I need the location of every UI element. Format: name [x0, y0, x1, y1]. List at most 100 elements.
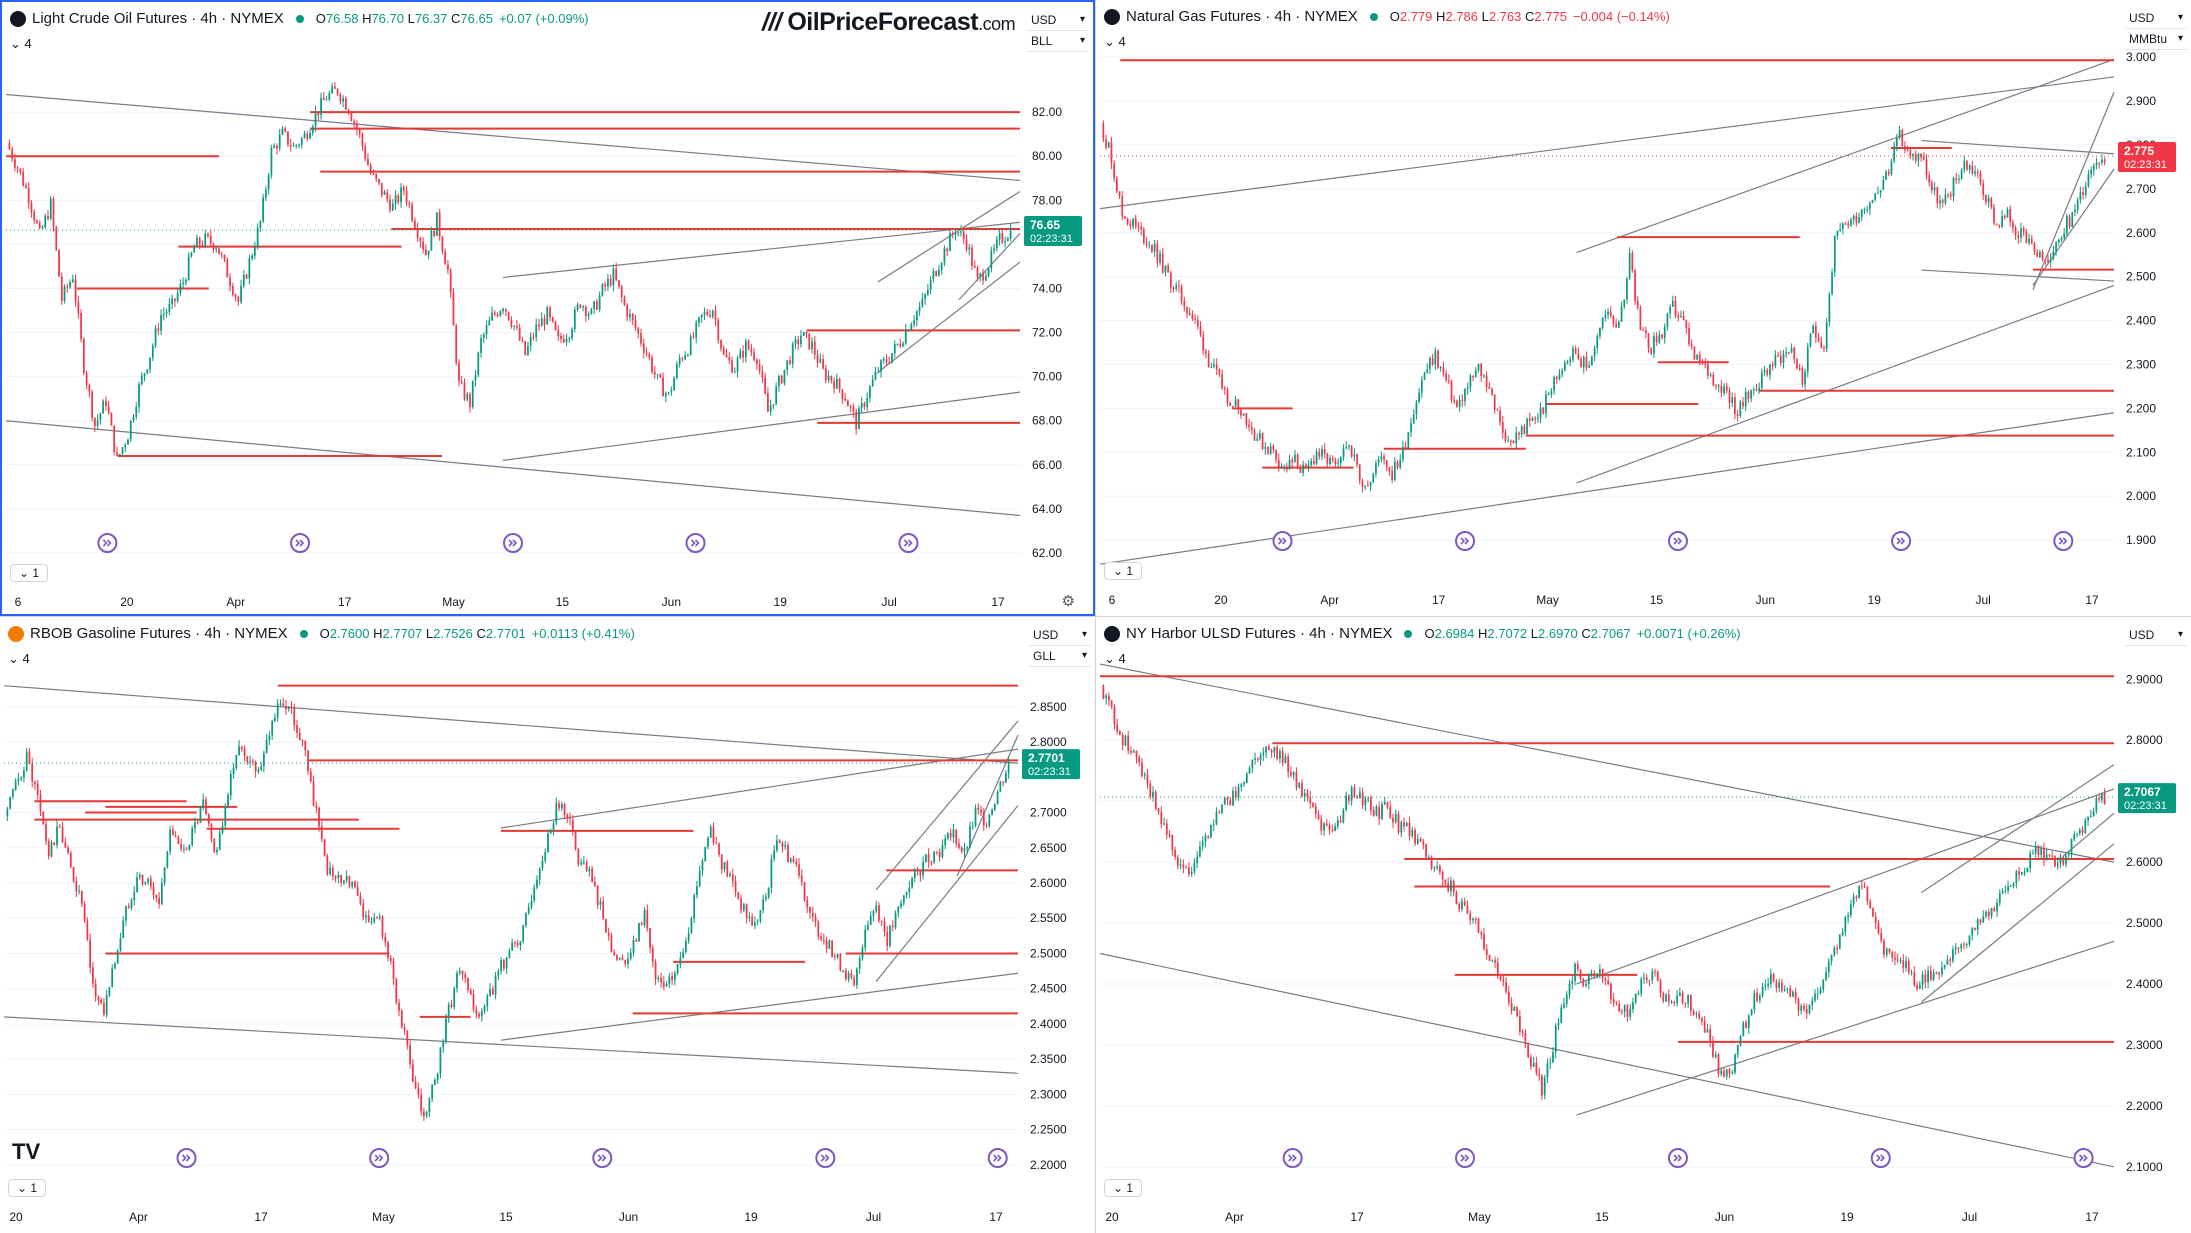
volume-pane-toggle[interactable]: ⌄ 1	[10, 564, 49, 582]
trendline[interactable]	[500, 972, 1019, 1041]
candle-body	[880, 360, 882, 372]
symbol-title[interactable]: Natural Gas Futures · 4h · NYMEX	[1126, 8, 1358, 25]
gear-icon[interactable]: ⚙	[1061, 593, 1075, 610]
event-marker-icon[interactable]	[987, 1148, 1008, 1168]
volume-pane-toggle[interactable]: ⌄ 1	[8, 1179, 47, 1197]
candle-body	[1183, 301, 1186, 307]
trendline[interactable]	[1576, 284, 2115, 484]
trendline[interactable]	[500, 748, 1019, 829]
candle-body	[1336, 820, 1339, 827]
trendline[interactable]	[1921, 269, 2115, 282]
symbol-legend[interactable]: RBOB Gasoline Futures · 4h · NYMEX O2.760…	[8, 625, 635, 642]
symbol-legend[interactable]: Natural Gas Futures · 4h · NYMEX O2.779 H…	[1104, 8, 1670, 25]
event-marker-icon[interactable]	[1282, 1148, 1303, 1168]
candle-body	[1009, 228, 1012, 239]
event-marker-icon[interactable]	[503, 533, 523, 553]
event-marker-icon[interactable]	[1455, 531, 1476, 551]
volume-pane-toggle[interactable]: ⌄ 1	[1104, 1179, 1143, 1197]
unit-select[interactable]: BLL ▾	[1027, 31, 1089, 52]
candle-body	[58, 826, 61, 828]
event-marker-icon[interactable]	[815, 1148, 836, 1168]
chart-pane-ho[interactable]: 2.1000 2.2000 2.3000 2.4000 2.5000 2.6000 2.80…	[1096, 617, 2191, 1233]
unit-select[interactable]: MMBtu ▾	[2125, 29, 2187, 50]
currency-unit-selector[interactable]: USD ▾ GLL ▾	[1029, 625, 1091, 667]
candle-body	[748, 916, 751, 918]
event-marker-icon[interactable]	[2053, 531, 2074, 551]
candle-body	[1447, 380, 1450, 382]
candle-body	[1985, 195, 1987, 203]
currency-select[interactable]: USD ▾	[2125, 8, 2187, 29]
trendline[interactable]	[877, 261, 1021, 373]
chart-pane-rb[interactable]: 2.2000 2.2500 2.3000 2.3500 2.4000 2.4500 2.50…	[0, 617, 1095, 1233]
trendline[interactable]	[875, 805, 1019, 983]
currency-unit-selector[interactable]: USD ▾ MMBtu ▾	[2125, 8, 2187, 50]
event-marker-icon[interactable]	[97, 533, 118, 553]
event-marker-icon[interactable]	[2073, 1148, 2094, 1168]
trendline[interactable]	[958, 232, 1021, 300]
currency-unit-selector[interactable]: USD ▾	[2125, 625, 2187, 646]
tradingview-logo-icon[interactable]: TV	[12, 1139, 41, 1164]
candle-body	[238, 746, 240, 755]
candle-body	[351, 881, 354, 887]
unit-select[interactable]: GLL ▾	[1029, 646, 1091, 667]
trendline[interactable]	[1099, 76, 2115, 210]
event-marker-icon[interactable]	[1870, 1148, 1891, 1168]
trendline[interactable]	[1576, 788, 2115, 985]
event-marker-icon[interactable]	[1667, 531, 1688, 551]
trendline[interactable]	[1921, 139, 2115, 155]
symbol-title[interactable]: RBOB Gasoline Futures · 4h · NYMEX	[30, 625, 288, 642]
symbol-legend[interactable]: NY Harbor ULSD Futures · 4h · NYMEX O2.69…	[1104, 625, 1741, 642]
candle-body	[430, 230, 433, 251]
trendline[interactable]	[502, 391, 1021, 461]
event-marker-icon[interactable]	[898, 533, 919, 553]
trendline[interactable]	[1099, 952, 2115, 1168]
symbol-title[interactable]: NY Harbor ULSD Futures · 4h · NYMEX	[1126, 625, 1393, 642]
event-marker-icon[interactable]	[290, 533, 311, 553]
event-marker-icon[interactable]	[176, 1148, 197, 1168]
trendline[interactable]	[1921, 764, 2115, 894]
trendline[interactable]	[5, 420, 1021, 517]
chart-canvas[interactable]: 1.9002.0002.1002.2002.3002.4002.5002.600…	[1096, 0, 2191, 616]
trendline[interactable]	[1099, 412, 2115, 565]
currency-select[interactable]: USD ▾	[1029, 625, 1091, 646]
currency-select[interactable]: USD ▾	[1027, 10, 1089, 31]
volume-pane-toggle[interactable]: ⌄ 1	[1104, 562, 1143, 580]
currency-select[interactable]: USD ▾	[2125, 625, 2187, 646]
event-marker-icon[interactable]	[369, 1148, 390, 1168]
symbol-legend[interactable]: Light Crude Oil Futures · 4h · NYMEX O76.…	[10, 10, 589, 27]
trendline[interactable]	[1576, 940, 2115, 1116]
pane-separator-horizontal[interactable]	[0, 616, 2191, 617]
trendline[interactable]	[956, 734, 1019, 877]
event-marker-icon[interactable]	[685, 533, 706, 553]
chart-canvas[interactable]: 62.0064.0066.0068.0070.0072.0074.0078.00…	[2, 2, 1095, 616]
trendline[interactable]	[2032, 168, 2115, 286]
event-marker-icon[interactable]	[1455, 1148, 1476, 1168]
trendline[interactable]	[3, 685, 1019, 764]
trendline[interactable]	[1920, 843, 2115, 1003]
trendline[interactable]	[1099, 663, 2115, 863]
symbol-title[interactable]: Light Crude Oil Futures · 4h · NYMEX	[32, 10, 284, 27]
candle-body	[820, 936, 822, 940]
collapse-indicators-button[interactable]: ⌄ 4	[10, 36, 32, 52]
candle-body	[946, 248, 949, 252]
event-marker-icon[interactable]	[1272, 531, 1293, 551]
trendline[interactable]	[875, 720, 1019, 891]
event-marker-icon[interactable]	[1891, 531, 1912, 551]
collapse-indicators-button[interactable]: ⌄ 4	[8, 651, 30, 667]
chart-pane-ng[interactable]: 1.900 2.000 2.100 2.200 2.300 2.400 2.500 2.600…	[1096, 0, 2191, 616]
event-marker-icon[interactable]	[592, 1148, 613, 1168]
collapse-indicators-button[interactable]: ⌄ 4	[1104, 34, 1126, 50]
chart-pane-cl[interactable]: 62.00 64.00 66.00 68.00 70.00 72.00 74.00 78.00…	[0, 0, 1095, 616]
trendline[interactable]	[2032, 92, 2115, 291]
currency-unit-selector[interactable]: USD ▾ BLL ▾	[1027, 10, 1089, 52]
trendline[interactable]	[502, 221, 1021, 279]
chart-canvas[interactable]: 2.10002.20002.30002.40002.50002.60002.80…	[1096, 617, 2191, 1233]
chart-canvas[interactable]: 2.20002.25002.30002.35002.40002.45002.50…	[0, 617, 1095, 1233]
event-marker-icon[interactable]	[1667, 1148, 1688, 1168]
collapse-indicators-button[interactable]: ⌄ 4	[1104, 651, 1126, 667]
trendline[interactable]	[1576, 58, 2115, 254]
candle-body	[155, 894, 158, 898]
trendline[interactable]	[877, 190, 1021, 283]
trendline[interactable]	[3, 1016, 1019, 1074]
trendline[interactable]	[5, 93, 1021, 182]
